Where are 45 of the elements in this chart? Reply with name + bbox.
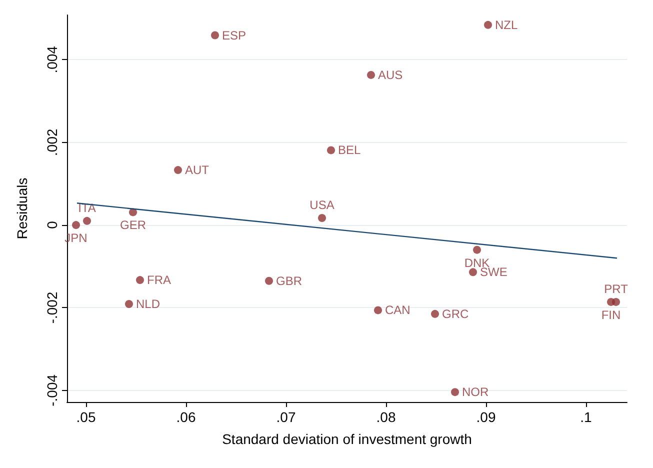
point: [327, 146, 335, 154]
data-label: GBR: [276, 274, 302, 288]
point: [484, 20, 492, 29]
point: [367, 70, 375, 79]
x-tick-label: .1: [580, 409, 592, 425]
data-label: CAN: [385, 303, 410, 318]
point: [451, 388, 459, 396]
y-tick-label: -.004: [44, 374, 60, 406]
data-label: USA: [310, 198, 334, 212]
data-label: NLD: [136, 297, 160, 312]
data-label: FIN: [601, 308, 621, 322]
y-axis-title: Residuals: [14, 178, 30, 240]
x-tick-label: .09: [476, 409, 496, 425]
data-label: NZL: [495, 18, 518, 32]
y-tick-label: .004: [44, 46, 60, 74]
data-label: BEL: [338, 143, 362, 158]
x-tick-label: .06: [176, 409, 196, 425]
x-tick-label: .05: [76, 409, 96, 425]
y-tick-label: -.002: [44, 292, 60, 324]
data-label: AUT: [185, 163, 210, 178]
point: [125, 300, 133, 308]
point: [211, 31, 219, 40]
data-label: AUS: [378, 68, 403, 82]
point: [318, 214, 326, 222]
data-label: ESP: [222, 28, 246, 42]
point: [612, 298, 620, 306]
data-label: GER: [120, 218, 146, 232]
point: [136, 276, 144, 284]
x-tick-label: .07: [276, 409, 296, 425]
data-label: GRC: [442, 306, 469, 321]
point: [469, 268, 477, 276]
point: [473, 246, 481, 254]
point: [72, 221, 80, 230]
data-label: FRA: [147, 273, 171, 288]
y-tick-label: .002: [44, 128, 60, 156]
point: [374, 306, 382, 314]
point: [265, 276, 273, 285]
x-tick-label: .08: [376, 409, 396, 425]
data-label: PRT: [604, 282, 629, 296]
point: [174, 166, 182, 174]
x-axis-title: Standard deviation of investment growth: [222, 431, 472, 447]
point: [431, 310, 439, 318]
data-label: NOR: [462, 385, 489, 400]
point: [83, 216, 91, 225]
y-tick-label: 0: [44, 220, 60, 229]
